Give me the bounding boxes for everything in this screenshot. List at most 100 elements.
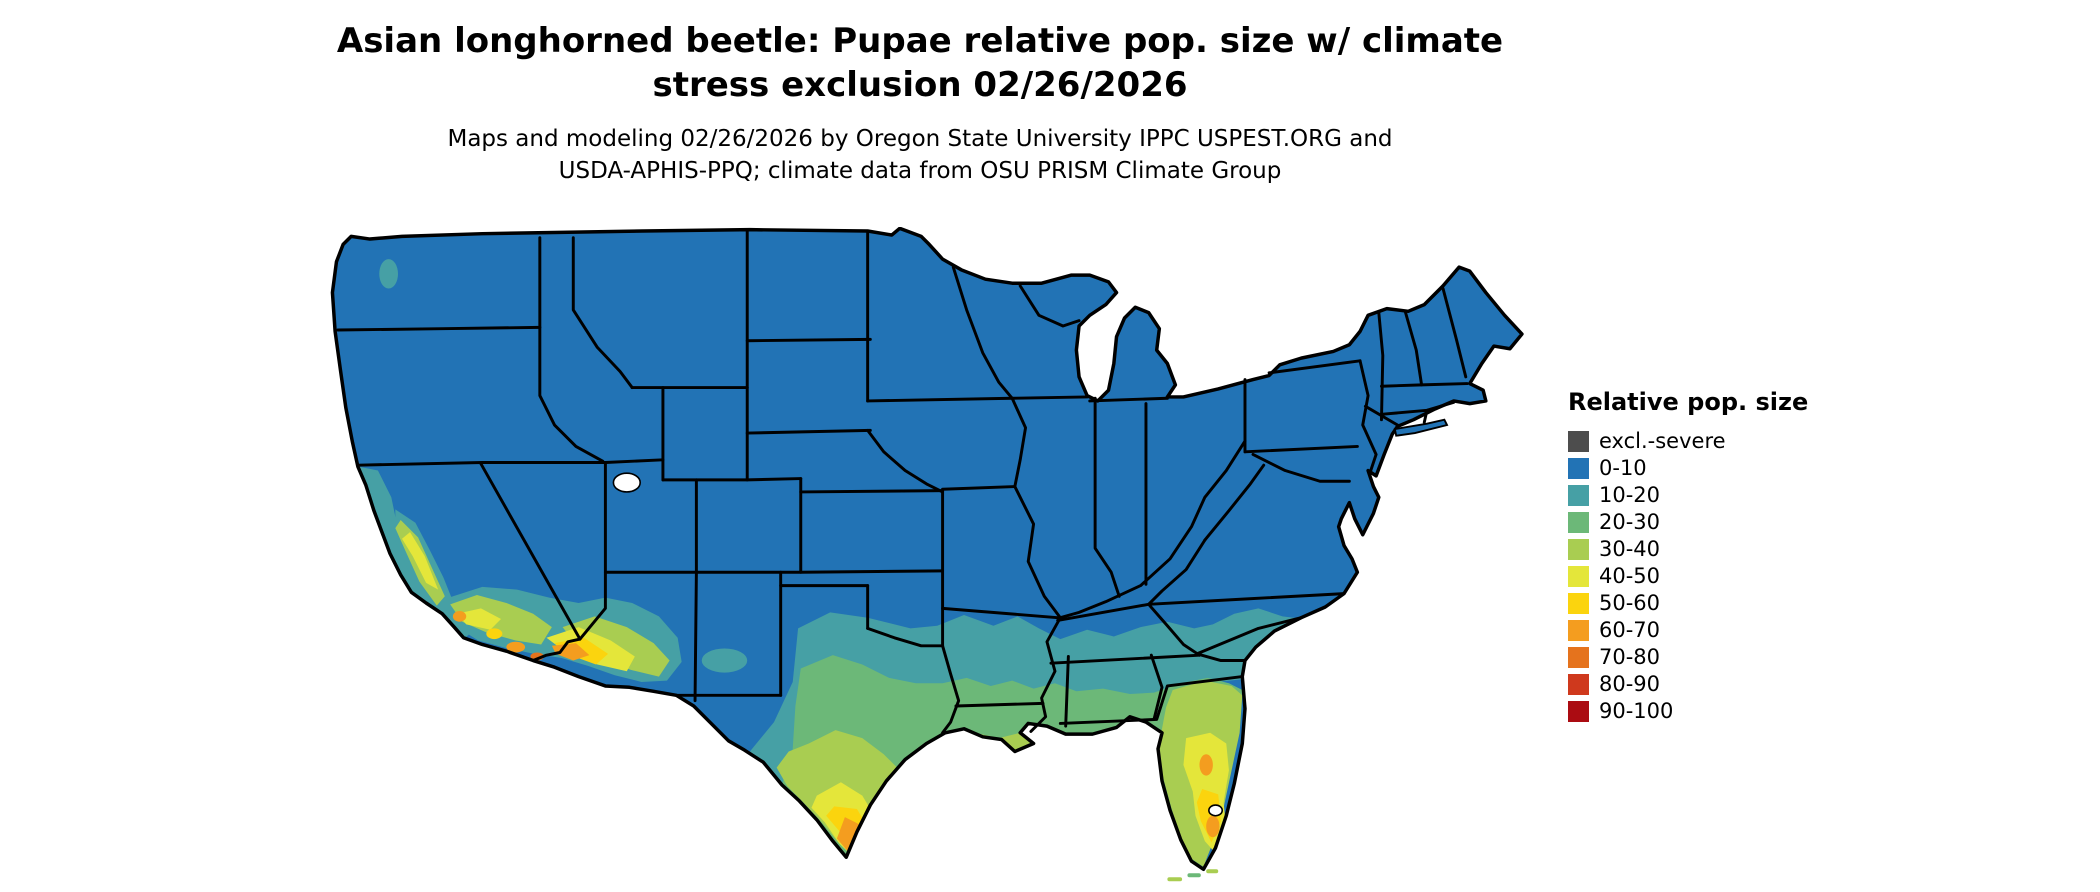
border-id-west	[538, 236, 605, 463]
border-al-ga	[1149, 653, 1164, 721]
border-mn-ia	[866, 396, 1014, 403]
border-id-mt	[571, 236, 634, 390]
legend-item: 30-40	[1568, 536, 1808, 563]
legend-swatch-10-20	[1568, 485, 1589, 506]
legend-label: 80-90	[1599, 672, 1661, 696]
border-nc-sc	[1195, 616, 1303, 656]
keys-dash-3	[1206, 869, 1219, 874]
florida-keys	[1167, 869, 1219, 882]
figure-header: Asian longhorned beetle: Pupae relative …	[0, 20, 1840, 187]
border-ms-al	[1064, 655, 1070, 728]
border-ca-az	[531, 637, 582, 663]
border-nv-east	[578, 461, 607, 641]
legend-swatch-40-50	[1568, 566, 1589, 587]
long-island	[1393, 418, 1449, 437]
keys-dash-1	[1167, 877, 1183, 882]
border-nh-me	[1441, 287, 1468, 379]
border-nd-sd	[745, 337, 872, 343]
legend-swatch-50-60	[1568, 593, 1589, 614]
border-wa-or	[336, 325, 542, 332]
legend-item: 70-80	[1568, 644, 1808, 671]
border-tn-south	[1049, 653, 1201, 665]
border-lower-mississippi	[1029, 616, 1062, 733]
border-ky-va	[1147, 538, 1207, 606]
border-ny-vt-ma	[1377, 311, 1385, 422]
border-il-in	[1093, 396, 1121, 598]
legend-title: Relative pop. size	[1568, 388, 1809, 416]
border-ne-ia	[866, 428, 945, 494]
border-up-wi	[1018, 284, 1081, 328]
legend-label: 50-60	[1599, 591, 1661, 615]
region-30-40-socal	[450, 594, 552, 645]
legend-swatch-30-40	[1568, 539, 1589, 560]
border-ar-la	[954, 701, 1045, 708]
border-va-nc	[1147, 592, 1346, 606]
region-60-70-la-basin	[452, 611, 467, 622]
legend-item: 80-90	[1568, 671, 1808, 698]
legend-label: excl.-severe	[1599, 429, 1726, 453]
border-potomac	[1251, 452, 1351, 483]
legend-item: 90-100	[1568, 698, 1808, 725]
region-10-20-puget	[379, 259, 398, 289]
region-10-20-southeast-band	[749, 608, 1304, 858]
border-mo-il	[1013, 485, 1062, 620]
legend-item: 0-10	[1568, 455, 1808, 482]
border-ne-ks	[799, 489, 945, 494]
legend-swatch-0-10	[1568, 458, 1589, 479]
keys-dash-2	[1187, 873, 1201, 878]
legend-item: 10-20	[1568, 482, 1808, 509]
border-37n	[603, 569, 945, 574]
legend-label: 90-100	[1599, 699, 1674, 723]
legend-swatch-60-70	[1568, 620, 1589, 641]
legend-swatch-excl-severe	[1568, 431, 1589, 452]
legend-label: 30-40	[1599, 537, 1661, 561]
region-20-30-gulf-south	[782, 655, 1243, 870]
lake-okeechobee	[1208, 804, 1224, 817]
border-az-nm	[693, 570, 698, 703]
legend-label: 20-30	[1599, 510, 1661, 534]
border-mo-ar	[941, 606, 1060, 620]
region-10-20-new-mexico	[701, 648, 748, 673]
border-ky-tn	[1056, 602, 1151, 622]
border-ca-nv	[479, 462, 582, 641]
border-tx-la	[941, 644, 961, 735]
border-red-river	[866, 626, 945, 648]
border-fl-north	[1058, 675, 1244, 725]
legend-swatch-70-80	[1568, 647, 1589, 668]
figure-subtitle: Maps and modeling 02/26/2026 by Oregon S…	[447, 126, 1393, 185]
region-50-60-socal	[486, 628, 503, 640]
border-wi-il	[1010, 395, 1089, 400]
raster-regions	[332, 228, 1522, 870]
border-wv-va	[1203, 463, 1266, 542]
border-ma-north	[1379, 382, 1469, 388]
region-60-70-florida-south	[1206, 815, 1220, 838]
legend-label: 10-20	[1599, 483, 1661, 507]
region-40-50-central-valley	[402, 532, 439, 590]
region-60-70-florida-central	[1199, 754, 1213, 776]
border-42n	[356, 458, 665, 467]
legend-swatch-90-100	[1568, 701, 1589, 722]
border-41n	[661, 477, 803, 482]
legend-label: 0-10	[1599, 456, 1647, 480]
border-vt-nh	[1404, 311, 1424, 387]
border-pa-south	[1243, 444, 1359, 454]
region-60-70-imperial-valley	[506, 641, 526, 653]
border-pa-ny	[1267, 359, 1362, 375]
border-tn-nc	[1147, 602, 1201, 657]
region-0-10-base	[332, 228, 1522, 870]
legend-swatch-20-30	[1568, 512, 1589, 533]
us-map-svg	[330, 226, 1524, 882]
legend-item: 60-70	[1568, 617, 1808, 644]
legend-item: 40-50	[1568, 563, 1808, 590]
legend-swatch-80-90	[1568, 674, 1589, 695]
legend-label: 70-80	[1599, 645, 1661, 669]
legend-label: 40-50	[1599, 564, 1661, 588]
legend-item: 20-30	[1568, 509, 1808, 536]
border-ia-east	[1010, 396, 1028, 489]
legend-label: 60-70	[1599, 618, 1661, 642]
border-mi-south	[1088, 396, 1169, 403]
region-60-70-arizona	[551, 643, 590, 661]
border-mn-wi	[951, 265, 1014, 400]
us-map	[308, 226, 1529, 888]
